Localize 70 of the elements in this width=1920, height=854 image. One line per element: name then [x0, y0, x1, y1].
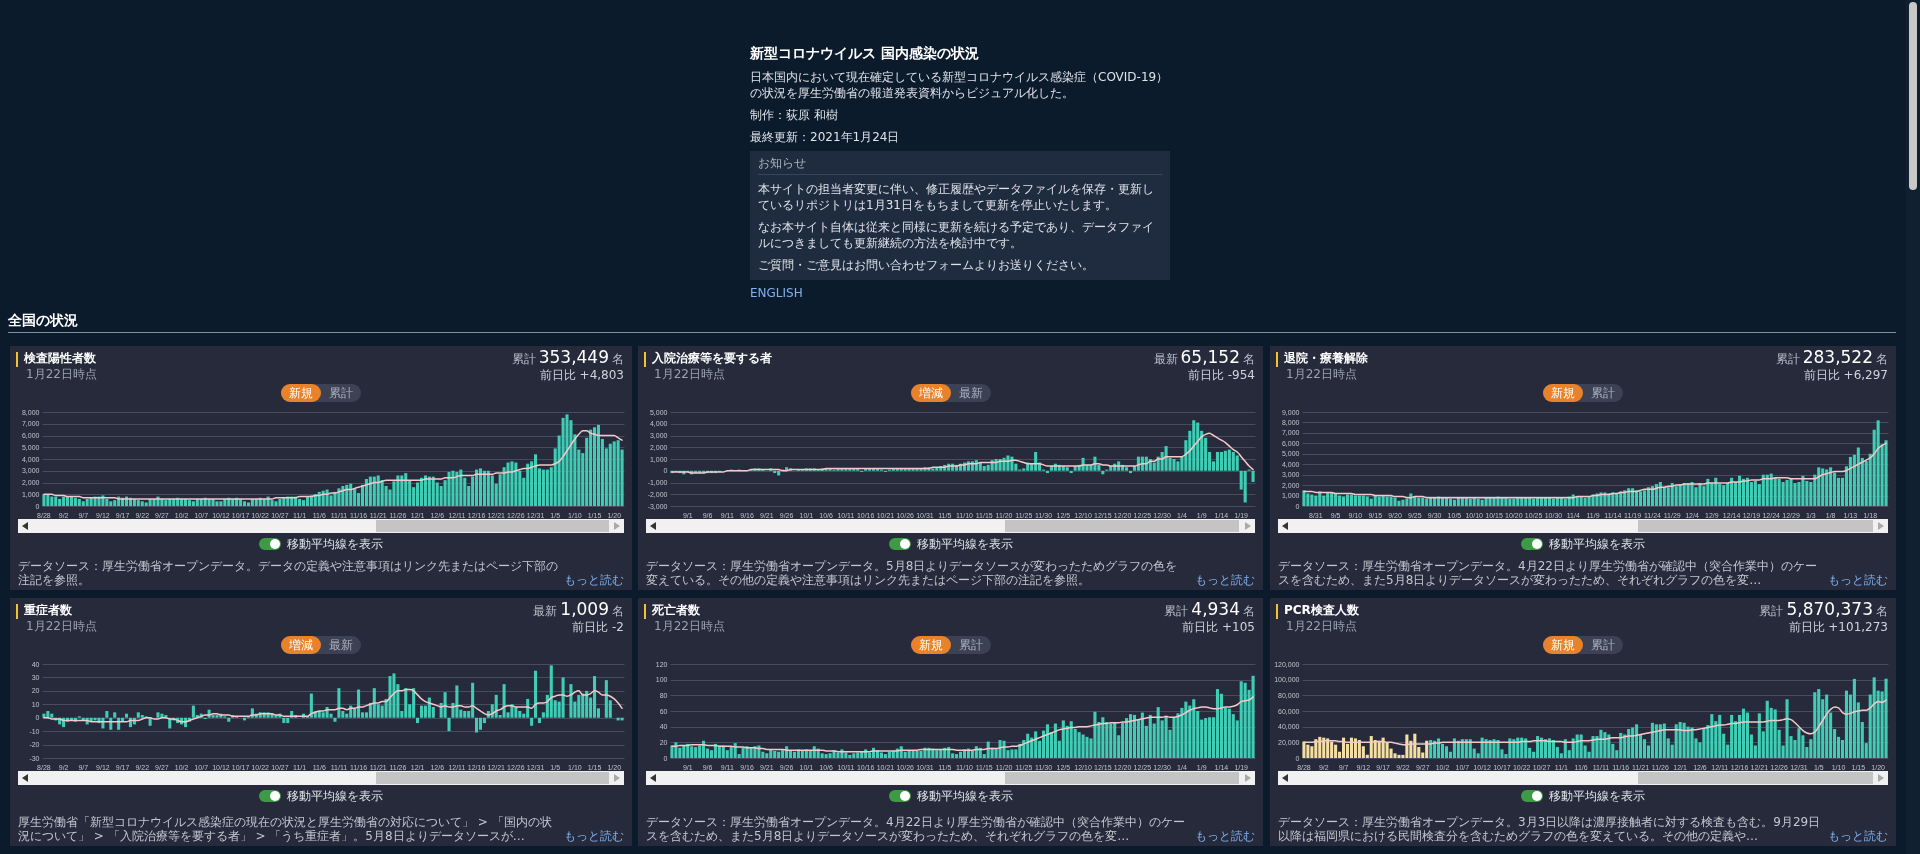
- chart-title: 入院治療等を要する者: [652, 350, 772, 366]
- text: 名: [612, 351, 624, 368]
- text: 移動平均線を表示: [916, 537, 1013, 551]
- text: もっと読む: [1195, 829, 1255, 843]
- text: 新型コロナウイルス 国内感染の状況: [750, 44, 980, 62]
- segmented-control: 新規 累計: [911, 636, 991, 654]
- text: 累計: [511, 351, 536, 368]
- chart-subtitle: 1月22日時点: [1286, 367, 1357, 381]
- text: 累計: [1775, 351, 1800, 368]
- text: もっと読む: [1828, 573, 1888, 587]
- segmented-control: 新規 累計: [281, 384, 361, 402]
- text: 制作：荻原 和樹: [750, 107, 839, 123]
- chart-title: PCR検査人数: [1284, 602, 1359, 618]
- chart-subtitle: 1月22日時点: [26, 367, 97, 381]
- text: ENGLISH: [750, 285, 804, 301]
- text: 名: [1876, 603, 1888, 620]
- text: データソース：厚生労働省オープンデータ。データの定義や注意事項はリンク先またはページ下部の注記を参照。: [18, 559, 558, 587]
- text: 最新: [1153, 351, 1178, 368]
- text: 移動平均線を表示: [916, 789, 1013, 803]
- text: 前日比 +4,803: [539, 368, 624, 382]
- chart-title: 死亡者数: [652, 602, 700, 618]
- text: 名: [1243, 351, 1255, 368]
- text: お知らせ: [758, 156, 1162, 175]
- text: 本サイトの担当者変更に伴い、修正履歴やデータファイルを保存・更新しているリポジトリは1月31日をもちまして更新を停止いたします。: [758, 181, 1155, 213]
- text: 1,009: [560, 599, 609, 619]
- text: 283,522: [1802, 347, 1873, 367]
- text: 全国の状況: [8, 311, 78, 329]
- text: 日本国内において現在確定している新型コロナウイルス感染症（COVID-19）の状況を厚生労働省の報道発表資料からビジュアル化した。: [750, 69, 1170, 101]
- text: 353,449: [538, 347, 609, 367]
- text: データソース：厚生労働省オープンデータ。4月22日より厚生労働省が確認中（突合作業中）のケースを含むため、また5月8日よりデータソースが変わったため、それぞれグラフの色を変…: [646, 815, 1186, 843]
- segmented-control: 増減 最新: [281, 636, 361, 654]
- segmented-control: 増減 最新: [911, 384, 991, 402]
- text: 5,870,373: [1786, 599, 1873, 619]
- chart-subtitle: 1月22日時点: [654, 619, 725, 633]
- text: 厚生労働省「新型コロナウイルス感染症の現在の状況と厚生労働省の対応について」 > 「国内の状況について」 > 「入院治療等を要する者」 > 「うち重症者」。5月8日よりデータソースが…: [18, 815, 553, 843]
- chart-title: 重症者数: [24, 602, 72, 618]
- text: データソース：厚生労働省オープンデータ。5月8日よりデータソースが変わったためグラフの色を変えている。その他の定義や注意事項はリンク先またはページ下部の注記を参照。: [646, 559, 1179, 587]
- text: もっと読む: [564, 573, 624, 587]
- text: 移動平均線を表示: [1549, 537, 1645, 551]
- text: 最新: [533, 603, 558, 620]
- text: 前日比 +105: [1182, 620, 1255, 634]
- text: もっと読む: [564, 829, 624, 843]
- text: 移動平均線を表示: [1549, 789, 1645, 803]
- text: 名: [1876, 351, 1888, 368]
- segmented-control: 新規 累計: [1543, 636, 1623, 654]
- segmented-control: 新規 累計: [1543, 384, 1623, 402]
- text: 前日比 +101,273: [1788, 620, 1888, 634]
- text: 前日比 +6,297: [1803, 368, 1888, 382]
- text: もっと読む: [1828, 829, 1888, 843]
- text: 前日比 -954: [1187, 368, 1255, 382]
- text: データソース：厚生労働省オープンデータ。3月3日以降は濃厚接触者に対する検査も含む。9月29日以降は福岡県における民間検査分を含むためグラフの色を変えている。その他の定義や…: [1278, 815, 1822, 843]
- chart-title: 検査陽性者数: [24, 350, 96, 366]
- text: 累計: [1164, 603, 1189, 620]
- text: 前日比 -2: [572, 620, 624, 634]
- text: 名: [612, 603, 624, 620]
- chart-title: 退院・療養解除: [1284, 350, 1368, 366]
- text: データソース：厚生労働省オープンデータ。4月22日より厚生労働省が確認中（突合作業中）のケースを含むため、また5月8日よりデータソースが変わったため、それぞれグラフの色を変…: [1278, 559, 1818, 587]
- chart-subtitle: 1月22日時点: [654, 367, 725, 381]
- text: なお本サイト自体は従来と同様に更新を続ける予定であり、データファイルにつきましても更新継続の方法を検討中です。: [758, 219, 1155, 251]
- text: もっと読む: [1195, 573, 1255, 587]
- text: 累計: [1759, 603, 1784, 620]
- chart-subtitle: 1月22日時点: [1286, 619, 1357, 633]
- text: 65,152: [1180, 347, 1240, 367]
- text: 最終更新：2021年1月24日: [750, 129, 901, 145]
- text: 4,934: [1191, 599, 1240, 619]
- text: 移動平均線を表示: [287, 789, 383, 803]
- text: ご質問・ご意見はお問い合わせフォームよりお送りください。: [758, 257, 1095, 273]
- chart-subtitle: 1月22日時点: [26, 619, 97, 633]
- text: 名: [1243, 603, 1255, 620]
- text: 移動平均線を表示: [287, 537, 383, 551]
